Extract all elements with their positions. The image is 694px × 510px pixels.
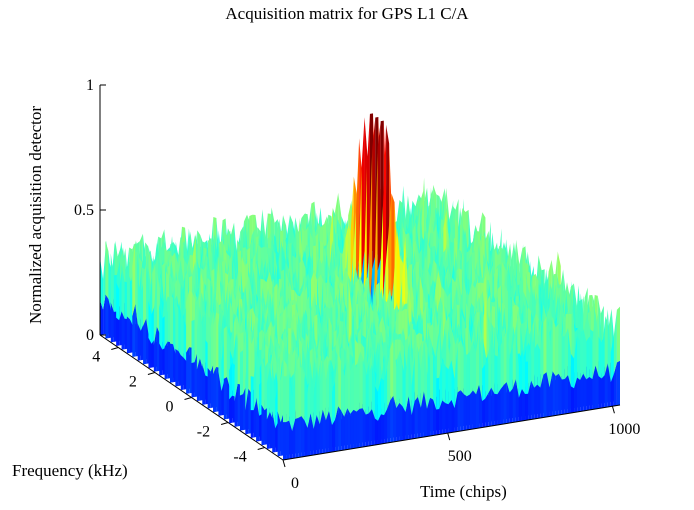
surface-cell xyxy=(108,251,112,313)
surface-cell xyxy=(135,240,139,331)
surface-cell xyxy=(129,278,134,327)
surface-cell-base xyxy=(159,343,163,376)
surface-cell-base xyxy=(186,347,190,394)
surface-cell-base xyxy=(213,366,217,413)
surface-cell-base xyxy=(116,317,120,347)
surface-cell xyxy=(124,281,128,319)
surface-cell xyxy=(126,271,130,320)
surface-cell xyxy=(361,117,365,275)
surface-cell xyxy=(105,240,109,300)
surface-cell-base xyxy=(146,318,150,364)
surface-cell xyxy=(103,240,107,310)
surface-cell xyxy=(156,272,160,334)
surface-cell-base xyxy=(126,316,130,354)
surface-cell-base xyxy=(143,318,147,365)
surface-cell-base xyxy=(191,362,195,398)
surface-cell xyxy=(377,121,381,271)
surface-cell-base xyxy=(103,292,107,335)
surface-cell-base xyxy=(162,347,166,375)
surface-cell-base xyxy=(100,300,104,335)
surface-cell xyxy=(121,264,125,319)
surface-cell xyxy=(207,318,211,372)
surface-cell xyxy=(143,263,147,326)
surface-cell-base xyxy=(164,341,168,380)
surface-cell-base xyxy=(207,367,211,409)
surface-cell-base xyxy=(129,319,134,353)
surface-cell xyxy=(180,311,184,359)
surface-cell xyxy=(132,240,136,317)
surface-cell-base xyxy=(175,348,179,387)
surface-cell-base xyxy=(169,343,174,383)
surface-cell-base xyxy=(113,311,117,342)
surface-cell xyxy=(100,257,104,310)
surface-cell xyxy=(169,295,174,345)
surface-cell-base xyxy=(180,354,184,391)
surface-cell-base xyxy=(153,326,157,372)
surface-cell xyxy=(137,277,141,331)
surface-cell xyxy=(113,274,117,312)
surface-cell-base xyxy=(140,323,144,361)
surface-cell-base xyxy=(105,294,109,339)
surface-cell xyxy=(159,304,163,350)
surface-cell xyxy=(153,272,157,345)
surface-cell-base xyxy=(110,302,114,343)
surface-cell-base xyxy=(148,337,152,369)
surface-cell-base xyxy=(124,318,128,350)
surface-cell xyxy=(119,265,123,321)
surface-cell-base xyxy=(119,309,123,346)
surface-cell xyxy=(151,305,155,344)
surface-cell xyxy=(148,300,152,344)
surface-cell xyxy=(110,253,114,312)
surface-cell xyxy=(146,263,150,339)
surface-cell-base xyxy=(108,299,112,339)
surface-cell-base xyxy=(156,326,160,372)
surface-cell xyxy=(191,319,195,364)
surface-cell-base xyxy=(151,339,155,368)
surface-cell xyxy=(140,279,144,331)
surface-mesh xyxy=(100,113,620,460)
surface-cell-base xyxy=(135,304,139,357)
surface-cell-base xyxy=(121,311,125,350)
surface-cell-base xyxy=(137,323,141,361)
surface-cell xyxy=(116,282,120,321)
surface-cell-base xyxy=(132,304,136,358)
surface-cell xyxy=(175,302,179,351)
surface-cell xyxy=(162,315,166,350)
